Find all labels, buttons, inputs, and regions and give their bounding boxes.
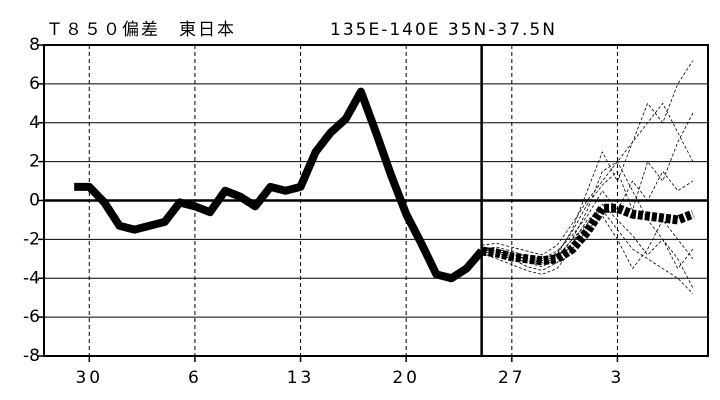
y-tick-label: 4: [29, 113, 40, 133]
y-tick-label: 6: [29, 74, 40, 94]
chart-title: Ｔ８５０偏差 東日本: [46, 20, 236, 40]
x-tick-label: 27: [498, 368, 526, 388]
chart-subtitle: 135E-140E 35N-37.5N: [330, 20, 557, 40]
y-tick-label: -8: [23, 346, 40, 366]
series-line: [481, 203, 695, 266]
y-tick-label: 0: [29, 191, 40, 211]
y-tick-label: -6: [23, 307, 40, 327]
series-line: [481, 215, 694, 275]
series-line: [74, 87, 485, 283]
x-tick-label: 20: [392, 368, 420, 388]
y-tick-label: 8: [29, 35, 40, 55]
plot-frame: [43, 44, 709, 357]
x-tick-label: 6: [188, 368, 202, 388]
y-tick-label: 2: [29, 152, 40, 172]
x-tick-label: 30: [75, 368, 103, 388]
x-tick-label: 3: [611, 368, 625, 388]
x-tick-label: 13: [287, 368, 315, 388]
series-line: [481, 102, 694, 256]
y-tick-label: -4: [23, 268, 40, 288]
y-tick-label: -2: [23, 229, 40, 249]
series-line: [481, 112, 694, 262]
